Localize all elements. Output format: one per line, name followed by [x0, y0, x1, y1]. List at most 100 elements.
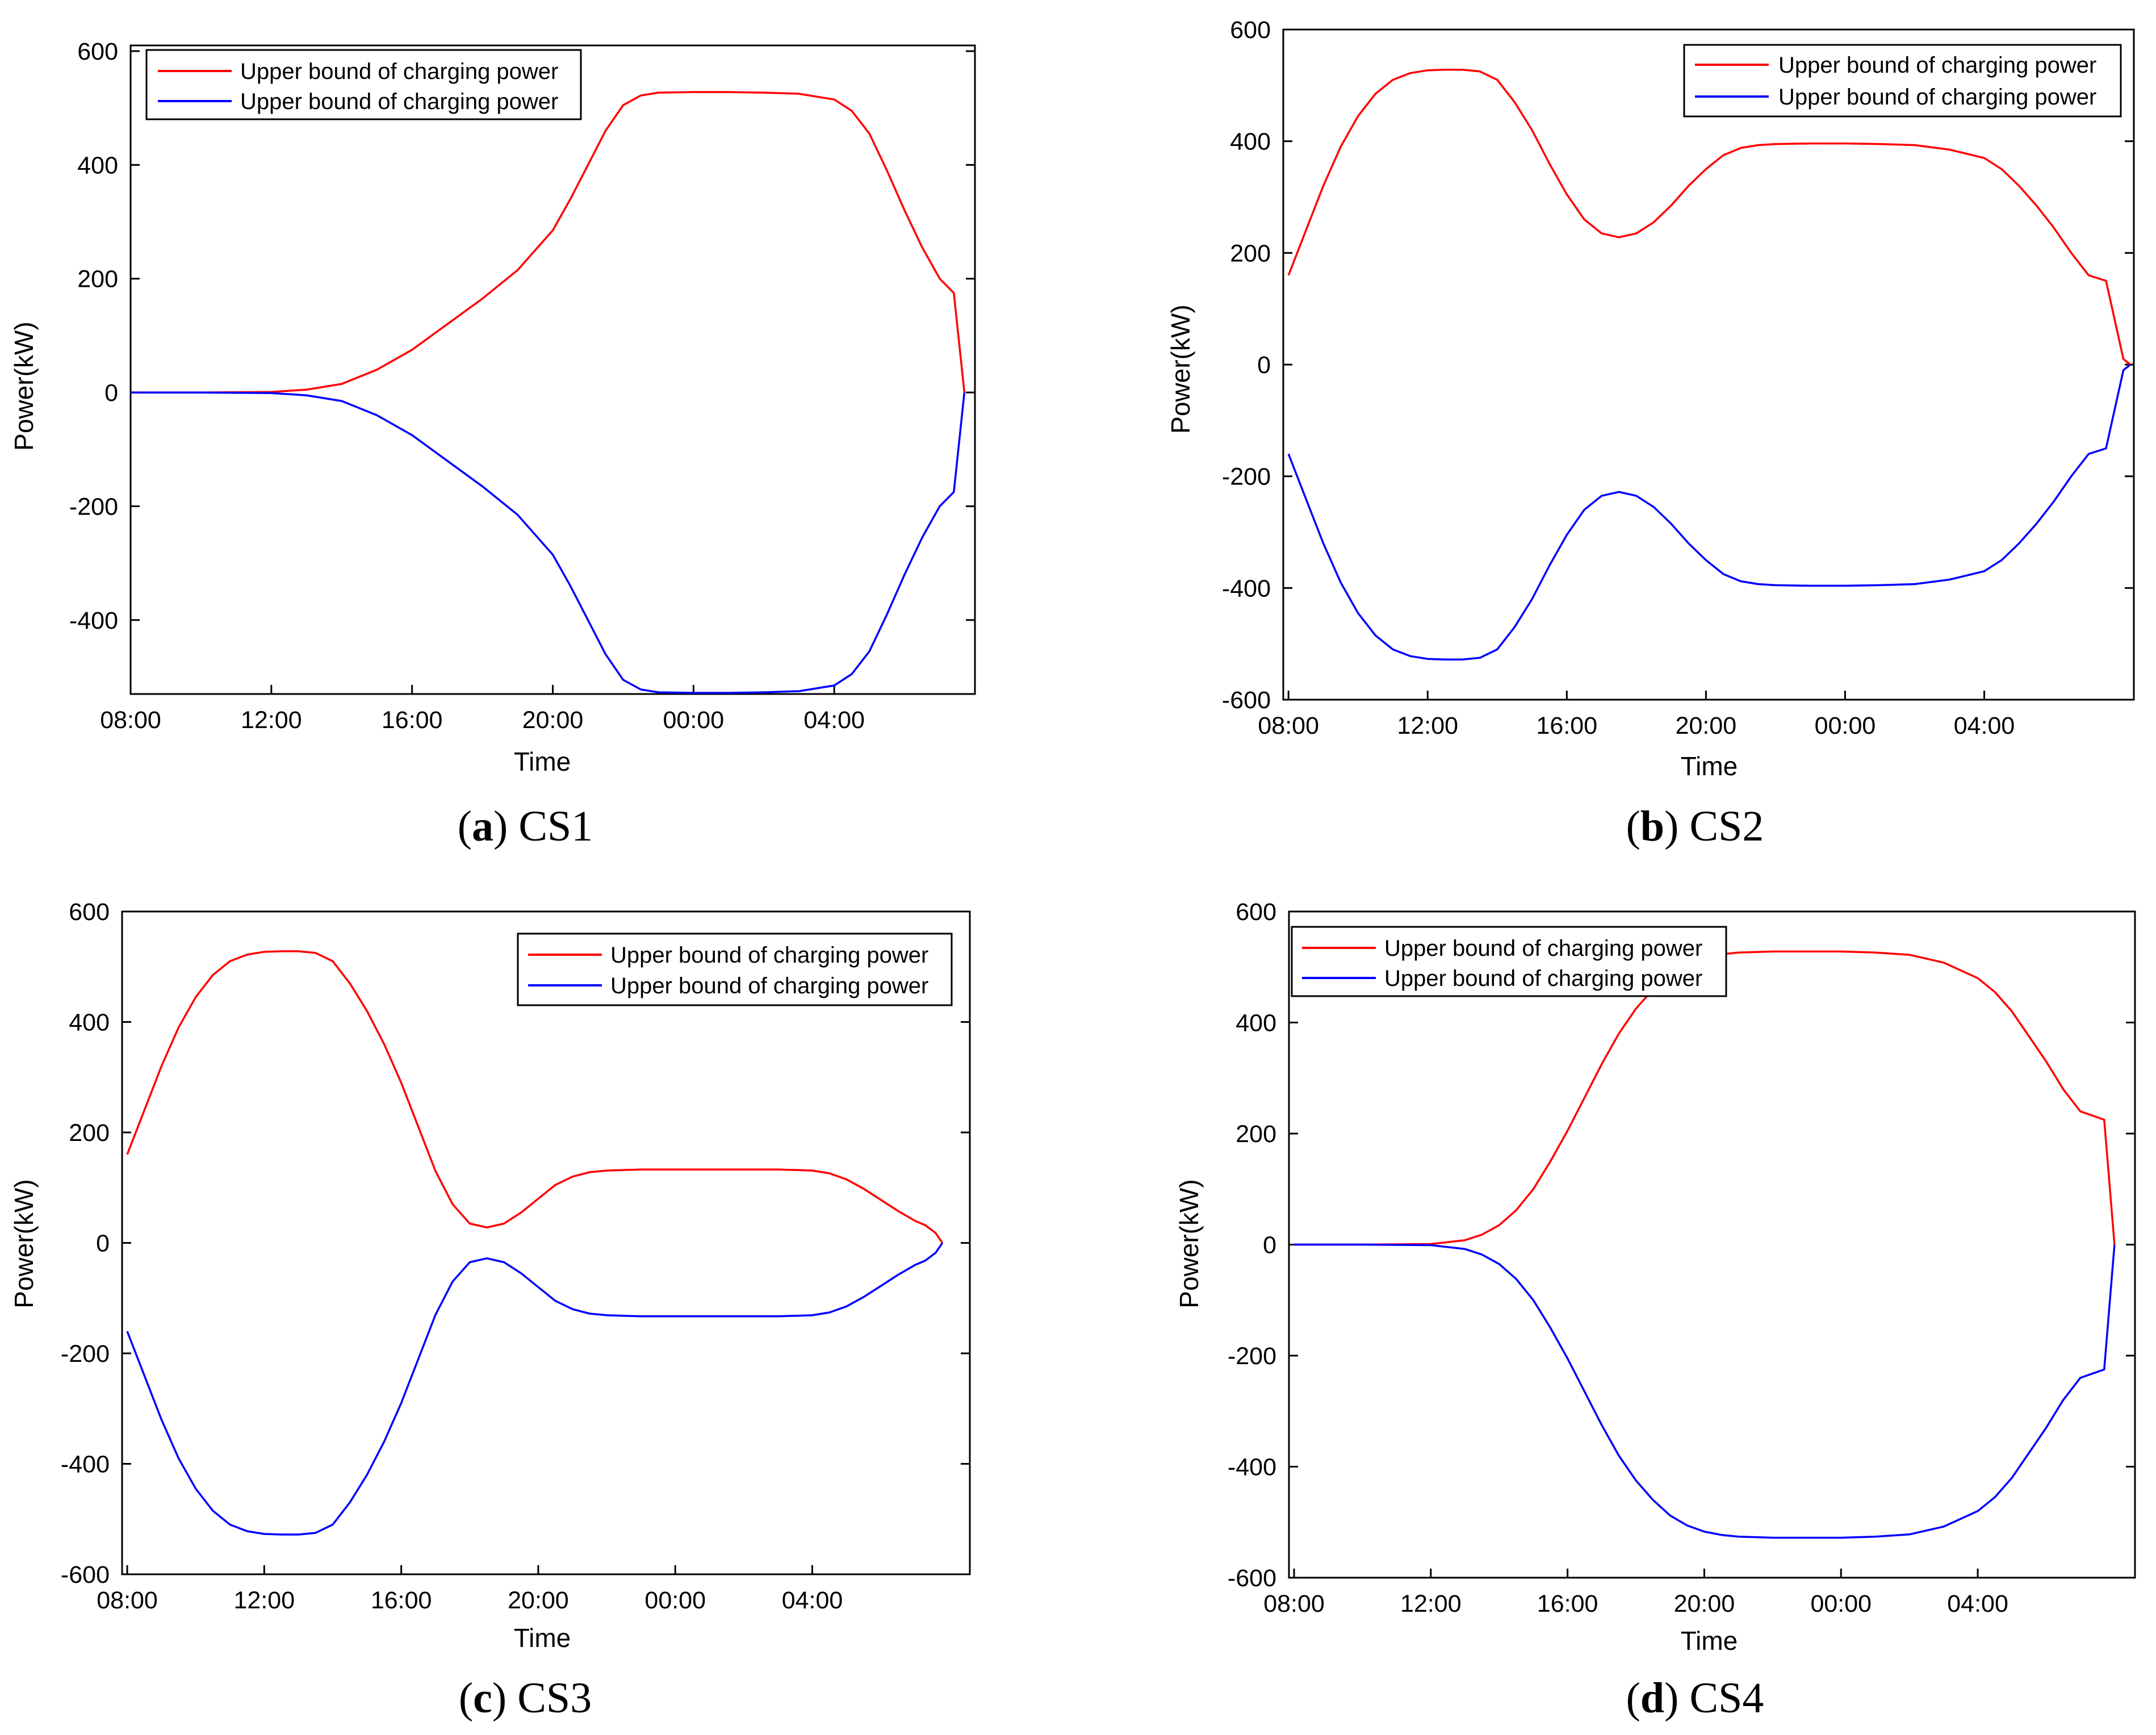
x-tick-label-c-5: 04:00: [782, 1587, 843, 1614]
panel-c: -600 -400 -200 0 200 400 600 08:00 12:00 16:00 20:…: [9, 898, 971, 1722]
x-tick-label-c-0: 08:00: [97, 1587, 158, 1614]
panel-caption-c: (c) CS3: [459, 1674, 592, 1722]
y-tick-label-d-3: 0: [1263, 1232, 1276, 1259]
y-tick-label-b-1: -400: [1222, 575, 1271, 602]
x-tick-label-b-4: 00:00: [1815, 712, 1876, 739]
series-line-upper-c: [126, 950, 944, 1244]
legend-c: Upper bound of charging power Upper boun…: [517, 933, 953, 1006]
x-axis-label-b: Time: [1681, 751, 1738, 781]
x-tick-label-d-5: 04:00: [1947, 1590, 2008, 1617]
legend-label-upper-d: Upper bound of charging power: [1384, 936, 1702, 961]
axes-frame-b: [1282, 28, 2135, 701]
y-tick-label-d-2: -200: [1228, 1343, 1276, 1370]
y-tick-label-b-0: -600: [1222, 687, 1271, 714]
legend-label-upper-a: Upper bound of charging power: [240, 59, 558, 84]
caption-name-c: CS3: [517, 1674, 592, 1722]
plot-area-c: -600 -400 -200 0 200 400 600 08:00 12:00 16:00 20:…: [61, 898, 971, 1614]
legend-b: Upper bound of charging power Upper boun…: [1683, 44, 2122, 118]
x-tick-label-d-2: 16:00: [1537, 1590, 1598, 1617]
y-tick-label-d-4: 200: [1236, 1121, 1276, 1148]
caption-name-b: CS2: [1689, 802, 1764, 850]
x-tick-label-d-1: 12:00: [1400, 1590, 1462, 1617]
y-axis-label-a: Power(kW): [9, 321, 39, 450]
caption-letter-c: c: [473, 1674, 492, 1722]
panel-caption-a: (a) CS1: [458, 802, 593, 850]
y-tick-label-a-2: 0: [104, 379, 118, 407]
series-line-lower-c: [126, 1242, 944, 1536]
y-tick-label-d-5: 400: [1236, 1010, 1276, 1037]
caption-name-d: CS4: [1689, 1674, 1764, 1722]
x-tick-label-b-3: 20:00: [1676, 712, 1737, 739]
caption-letter-b: b: [1640, 802, 1664, 850]
series-line-lower-d: [1294, 1243, 2116, 1539]
y-tick-label-c-3: 0: [96, 1230, 110, 1257]
panel-a: -400 -200 0 200 400 600 08:00 12:00 16:00 20:00 00…: [9, 38, 976, 850]
y-tick-label-c-0: -600: [61, 1561, 110, 1588]
y-tick-label-c-5: 400: [69, 1009, 110, 1036]
y-tick-label-d-1: -400: [1228, 1454, 1276, 1481]
x-tick-label-a-1: 12:00: [241, 706, 302, 734]
x-tick-label-a-2: 16:00: [382, 706, 443, 734]
y-tick-label-c-2: -200: [61, 1340, 110, 1368]
y-tick-label-c-1: -400: [61, 1451, 110, 1478]
y-tick-label-b-4: 200: [1230, 240, 1271, 267]
y-tick-label-b-5: 400: [1230, 128, 1271, 156]
x-tick-label-c-4: 00:00: [644, 1587, 706, 1614]
x-tick-label-d-4: 00:00: [1810, 1590, 1872, 1617]
legend-box-d: [1291, 926, 1727, 997]
x-tick-label-c-2: 16:00: [371, 1587, 432, 1614]
legend-label-lower-c: Upper bound of charging power: [610, 973, 928, 998]
x-tick-label-c-3: 20:00: [508, 1587, 569, 1614]
y-tick-label-b-2: -200: [1222, 463, 1271, 491]
panel-caption-d: (d) CS4: [1626, 1674, 1764, 1722]
y-tick-label-c-4: 200: [69, 1119, 110, 1147]
axes-frame-c: [121, 910, 971, 1575]
legend-label-lower-a: Upper bound of charging power: [240, 89, 558, 114]
x-tick-label-a-5: 04:00: [803, 706, 865, 734]
legend-d: Upper bound of charging power Upper boun…: [1291, 926, 1727, 997]
y-axis-label-c: Power(kW): [9, 1179, 39, 1308]
series-line-upper-b: [1287, 69, 2131, 366]
legend-label-upper-c: Upper bound of charging power: [610, 943, 928, 968]
axes-frame-a: [129, 44, 976, 695]
y-tick-label-a-3: 200: [77, 266, 118, 293]
y-tick-label-a-1: -200: [69, 493, 118, 520]
y-tick-label-b-6: 600: [1230, 16, 1271, 44]
y-tick-label-a-0: -400: [69, 607, 118, 634]
x-tick-label-a-3: 20:00: [522, 706, 584, 734]
plot-area-a: -400 -200 0 200 400 600 08:00 12:00 16:00 20:00 00…: [69, 38, 976, 734]
x-tick-label-a-4: 00:00: [663, 706, 725, 734]
caption-letter-a: a: [472, 802, 493, 850]
x-tick-label-b-2: 16:00: [1537, 712, 1598, 739]
legend-box-a: [145, 49, 582, 120]
legend-box-b: [1683, 44, 2122, 118]
legend-a: Upper bound of charging power Upper boun…: [145, 49, 582, 120]
caption-letter-d: d: [1640, 1674, 1664, 1722]
plot-area-d: -600 -400 -200 0 200 400 600 08:00 12:00 16:00 20:…: [1228, 898, 2136, 1617]
panel-b: -600 -400 -200 0 200 400 600 08:00 12:00 16:00 20:…: [1166, 16, 2135, 850]
x-tick-label-b-5: 04:00: [1954, 712, 2015, 739]
legend-label-upper-b: Upper bound of charging power: [1778, 53, 2096, 78]
legend-box-c: [517, 933, 953, 1006]
y-tick-label-d-0: -600: [1228, 1565, 1276, 1592]
series-line-lower-b: [1287, 363, 2131, 660]
y-tick-label-c-6: 600: [69, 898, 110, 926]
x-tick-label-b-1: 12:00: [1397, 712, 1458, 739]
panel-caption-b: (b) CS2: [1626, 802, 1764, 850]
x-tick-label-b-0: 08:00: [1258, 712, 1319, 739]
x-axis-label-c: Time: [514, 1623, 571, 1653]
plot-area-b: -600 -400 -200 0 200 400 600 08:00 12:00 16:00 20:…: [1222, 16, 2135, 739]
x-axis-label-d: Time: [1681, 1626, 1738, 1655]
legend-label-lower-b: Upper bound of charging power: [1778, 85, 2096, 110]
panel-d: -600 -400 -200 0 200 400 600 08:00 12:00 16:00 20:…: [1174, 898, 2136, 1722]
y-tick-label-a-5: 600: [77, 38, 118, 65]
x-tick-label-d-0: 08:00: [1263, 1590, 1325, 1617]
y-tick-label-a-4: 400: [77, 152, 118, 179]
series-line-upper-a: [131, 91, 966, 394]
x-tick-label-a-0: 08:00: [100, 706, 161, 734]
y-axis-label-b: Power(kW): [1166, 304, 1195, 433]
x-axis-label-a: Time: [514, 747, 571, 776]
x-tick-label-d-3: 20:00: [1674, 1590, 1735, 1617]
y-tick-label-b-3: 0: [1257, 352, 1271, 379]
x-tick-label-c-1: 12:00: [234, 1587, 295, 1614]
